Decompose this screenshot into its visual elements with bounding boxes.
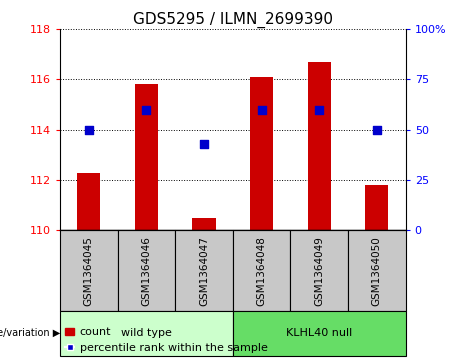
Bar bbox=[233, 231, 290, 311]
Bar bbox=[290, 231, 348, 311]
Bar bbox=[118, 231, 175, 311]
Bar bbox=[348, 231, 406, 311]
Bar bbox=[233, 311, 406, 356]
Text: GSM1364049: GSM1364049 bbox=[314, 236, 324, 306]
Text: GSM1364048: GSM1364048 bbox=[257, 236, 266, 306]
Text: GSM1364045: GSM1364045 bbox=[84, 236, 94, 306]
Text: GSM1364046: GSM1364046 bbox=[142, 236, 151, 306]
Bar bbox=[77, 172, 100, 231]
Point bbox=[258, 107, 266, 113]
Point bbox=[373, 127, 381, 132]
Bar bbox=[365, 185, 388, 231]
Text: GSM1364050: GSM1364050 bbox=[372, 236, 382, 306]
Bar bbox=[60, 311, 233, 356]
Bar bbox=[250, 77, 273, 231]
Point bbox=[315, 107, 323, 113]
Point bbox=[142, 107, 150, 113]
Bar bbox=[135, 85, 158, 231]
Bar bbox=[60, 231, 118, 311]
Text: GSM1364047: GSM1364047 bbox=[199, 236, 209, 306]
Bar bbox=[175, 231, 233, 311]
Bar bbox=[308, 62, 331, 231]
Title: GDS5295 / ILMN_2699390: GDS5295 / ILMN_2699390 bbox=[133, 12, 333, 28]
Legend: count, percentile rank within the sample: count, percentile rank within the sample bbox=[61, 323, 272, 358]
Text: wild type: wild type bbox=[121, 329, 172, 338]
Text: KLHL40 null: KLHL40 null bbox=[286, 329, 352, 338]
Text: genotype/variation ▶: genotype/variation ▶ bbox=[0, 329, 60, 338]
Point bbox=[200, 141, 207, 147]
Point bbox=[85, 127, 92, 132]
Bar bbox=[193, 218, 216, 231]
